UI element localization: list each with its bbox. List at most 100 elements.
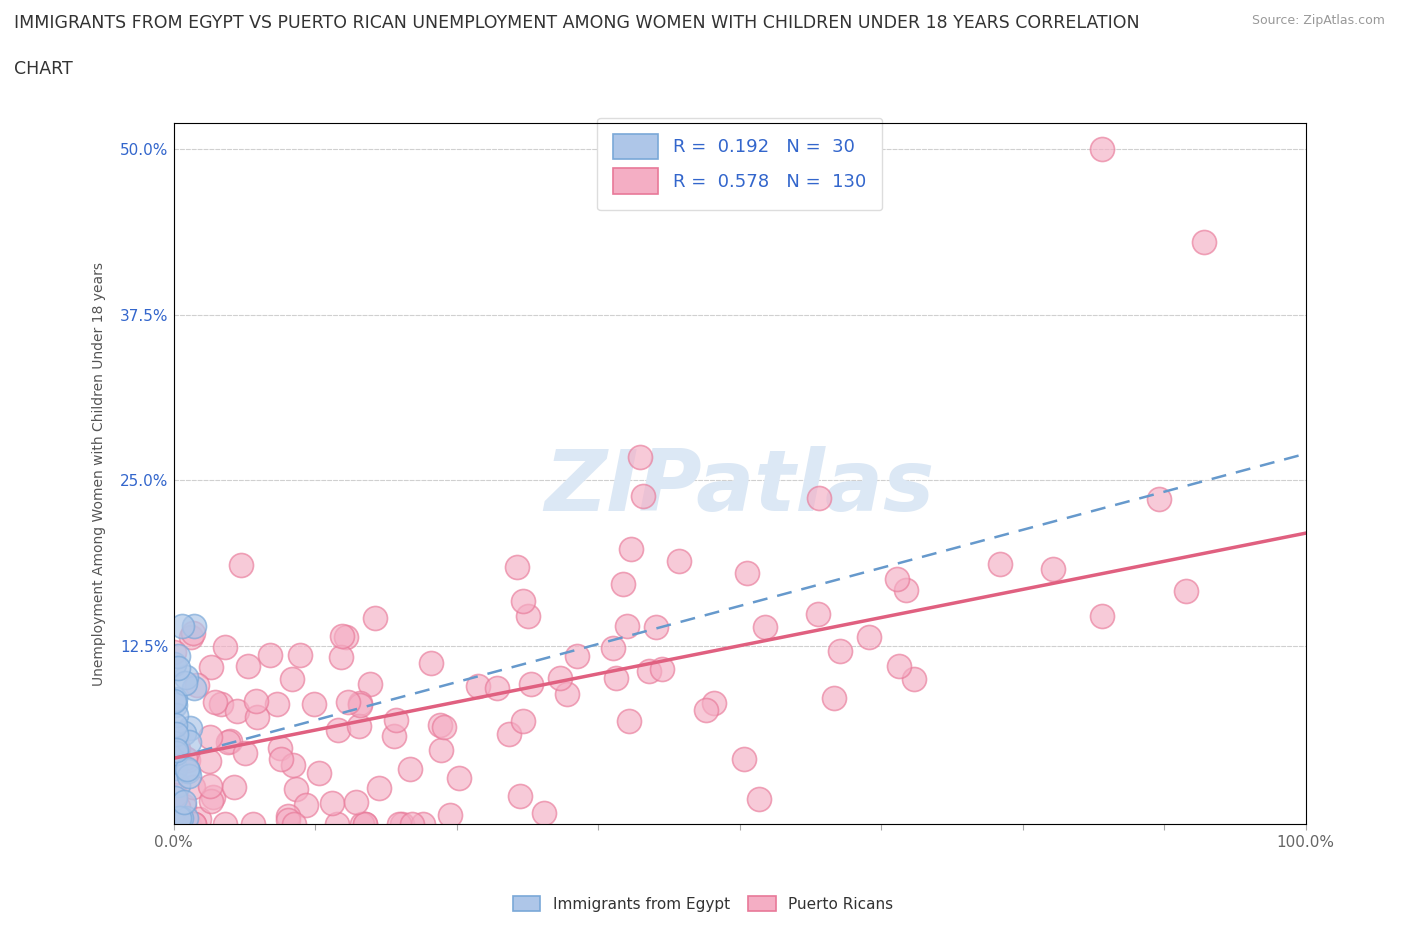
Point xyxy=(163,736,186,751)
Point xyxy=(638,663,661,678)
Point xyxy=(555,686,578,701)
Point xyxy=(401,817,423,832)
Point xyxy=(176,761,198,776)
Point xyxy=(364,611,387,626)
Point xyxy=(165,742,187,757)
Point xyxy=(163,694,186,709)
Point xyxy=(177,817,200,832)
Point xyxy=(165,726,187,741)
Point xyxy=(200,793,222,808)
Point xyxy=(183,817,205,832)
Point xyxy=(617,713,640,728)
Point xyxy=(170,618,193,633)
Point xyxy=(209,697,232,711)
Point xyxy=(651,661,673,676)
Point xyxy=(165,745,187,760)
Point xyxy=(754,619,776,634)
Point xyxy=(512,593,534,608)
Point xyxy=(602,641,624,656)
Point xyxy=(200,779,222,794)
Point xyxy=(823,691,845,706)
Point xyxy=(165,787,187,802)
Point xyxy=(548,671,571,685)
Point xyxy=(288,647,311,662)
Point xyxy=(245,694,267,709)
Point xyxy=(330,629,353,644)
Point xyxy=(506,560,529,575)
Point xyxy=(350,817,373,832)
Point xyxy=(748,791,770,806)
Point xyxy=(165,761,187,776)
Point xyxy=(277,809,299,824)
Point xyxy=(242,817,264,832)
Text: CHART: CHART xyxy=(14,60,73,78)
Point xyxy=(246,710,269,724)
Point xyxy=(628,450,651,465)
Point xyxy=(330,650,353,665)
Point xyxy=(177,752,200,767)
Point xyxy=(359,676,381,691)
Point xyxy=(233,745,256,760)
Point xyxy=(277,812,299,827)
Point xyxy=(1091,608,1114,623)
Point xyxy=(163,791,186,806)
Point xyxy=(336,694,359,709)
Point xyxy=(224,780,246,795)
Point xyxy=(429,718,451,733)
Point xyxy=(509,789,531,804)
Point xyxy=(988,557,1011,572)
Point xyxy=(398,762,420,777)
Text: IMMIGRANTS FROM EGYPT VS PUERTO RICAN UNEMPLOYMENT AMONG WOMEN WITH CHILDREN UND: IMMIGRANTS FROM EGYPT VS PUERTO RICAN UN… xyxy=(14,14,1140,32)
Point xyxy=(733,751,755,766)
Point xyxy=(166,800,188,815)
Point xyxy=(412,817,434,832)
Point xyxy=(165,698,187,712)
Point xyxy=(284,781,307,796)
Point xyxy=(520,676,543,691)
Point xyxy=(238,658,260,673)
Point xyxy=(335,630,357,644)
Point xyxy=(703,696,725,711)
Point xyxy=(631,488,654,503)
Point xyxy=(308,765,330,780)
Point xyxy=(166,739,188,754)
Point xyxy=(183,817,205,832)
Point xyxy=(668,554,690,569)
Point xyxy=(605,671,627,685)
Point xyxy=(266,697,288,711)
Point xyxy=(170,810,193,825)
Point xyxy=(889,658,911,673)
Point xyxy=(198,730,221,745)
Point xyxy=(179,769,201,784)
Point xyxy=(214,640,236,655)
Legend: R =  0.192   N =  30, R =  0.578   N =  130: R = 0.192 N = 30, R = 0.578 N = 130 xyxy=(598,117,883,210)
Point xyxy=(226,704,249,719)
Point xyxy=(1091,141,1114,156)
Point xyxy=(382,729,405,744)
Point xyxy=(163,691,186,706)
Point xyxy=(349,698,371,712)
Point xyxy=(391,817,413,832)
Point xyxy=(429,742,451,757)
Point xyxy=(186,678,208,693)
Point xyxy=(219,734,242,749)
Point xyxy=(163,644,186,659)
Point xyxy=(283,817,305,832)
Y-axis label: Unemployment Among Women with Children Under 18 years: Unemployment Among Women with Children U… xyxy=(93,261,107,685)
Point xyxy=(174,751,197,765)
Point xyxy=(368,781,391,796)
Point xyxy=(179,721,201,736)
Point xyxy=(200,659,222,674)
Point xyxy=(217,735,239,750)
Point xyxy=(167,660,190,675)
Point xyxy=(173,798,195,813)
Point xyxy=(612,576,634,591)
Point xyxy=(512,713,534,728)
Point xyxy=(344,795,367,810)
Point xyxy=(695,702,717,717)
Point xyxy=(281,757,304,772)
Point xyxy=(1174,584,1197,599)
Point xyxy=(183,618,205,633)
Point xyxy=(198,753,221,768)
Point xyxy=(735,565,758,580)
